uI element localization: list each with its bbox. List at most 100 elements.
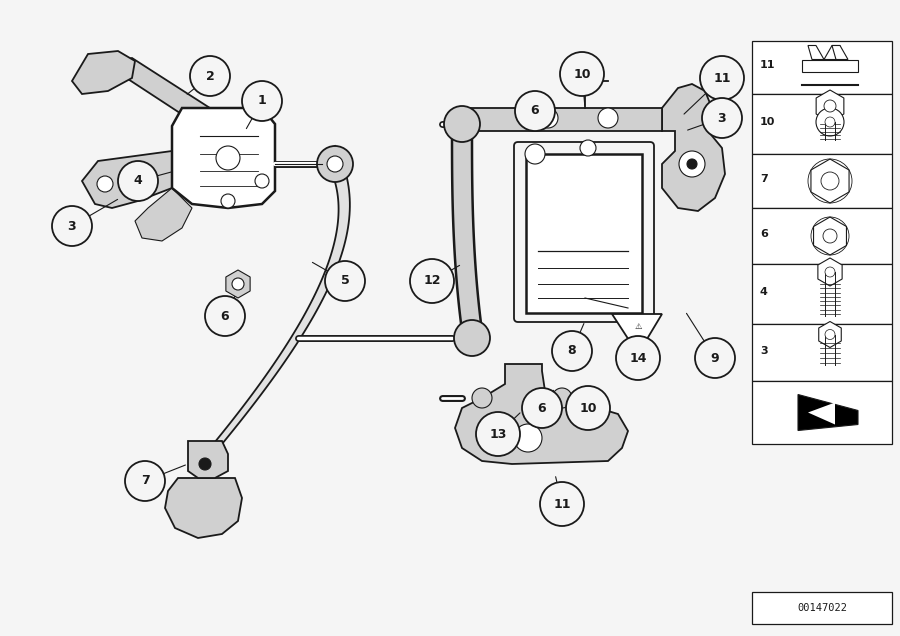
Text: 14: 14 (629, 352, 647, 364)
Circle shape (242, 81, 282, 121)
Polygon shape (72, 51, 135, 94)
Circle shape (580, 140, 596, 156)
Polygon shape (811, 159, 849, 203)
Circle shape (199, 458, 211, 470)
Text: 4: 4 (760, 287, 768, 297)
Circle shape (410, 259, 454, 303)
Circle shape (825, 117, 835, 127)
Circle shape (538, 108, 558, 128)
Circle shape (687, 159, 697, 169)
Circle shape (825, 267, 835, 277)
Circle shape (317, 146, 353, 182)
Polygon shape (808, 403, 835, 424)
FancyBboxPatch shape (526, 154, 642, 313)
Polygon shape (188, 441, 228, 478)
Bar (752, 381, 892, 444)
Circle shape (97, 176, 113, 192)
Polygon shape (135, 188, 192, 241)
Polygon shape (819, 322, 842, 347)
Bar (752, 592, 892, 624)
Circle shape (125, 461, 165, 501)
Circle shape (327, 156, 343, 172)
Polygon shape (462, 108, 662, 131)
Circle shape (598, 108, 618, 128)
Circle shape (221, 194, 235, 208)
Polygon shape (816, 90, 844, 122)
Text: 7: 7 (140, 474, 149, 488)
Polygon shape (105, 58, 238, 134)
Circle shape (118, 161, 158, 201)
Text: 6: 6 (760, 229, 768, 239)
Circle shape (325, 261, 365, 301)
Text: 3: 3 (68, 219, 76, 233)
Circle shape (255, 174, 269, 188)
Text: 3: 3 (717, 111, 726, 125)
Text: 3: 3 (760, 345, 768, 356)
Bar (752, 94, 892, 154)
Bar (752, 208, 892, 264)
Circle shape (205, 296, 245, 336)
Text: 2: 2 (205, 69, 214, 83)
Polygon shape (455, 364, 628, 464)
Circle shape (552, 331, 592, 371)
Polygon shape (832, 46, 848, 60)
Circle shape (52, 206, 92, 246)
Polygon shape (818, 258, 842, 286)
Circle shape (679, 151, 705, 177)
Circle shape (824, 100, 836, 112)
Circle shape (190, 56, 230, 96)
Text: 6: 6 (537, 401, 546, 415)
Circle shape (823, 229, 837, 243)
Text: ⚠: ⚠ (634, 322, 642, 331)
Text: 13: 13 (490, 427, 507, 441)
Text: 9: 9 (711, 352, 719, 364)
Circle shape (700, 56, 744, 100)
Text: 7: 7 (760, 174, 768, 184)
Circle shape (825, 329, 835, 340)
Circle shape (702, 98, 742, 138)
Bar (752, 154, 892, 208)
Polygon shape (205, 146, 350, 454)
Text: 5: 5 (340, 275, 349, 287)
Text: 12: 12 (423, 275, 441, 287)
Circle shape (525, 144, 545, 164)
Polygon shape (165, 478, 242, 538)
Text: 8: 8 (568, 345, 576, 357)
Text: 4: 4 (133, 174, 142, 188)
Circle shape (472, 388, 492, 408)
Polygon shape (82, 151, 172, 208)
Bar (752, 41, 892, 94)
Circle shape (821, 172, 839, 190)
Circle shape (616, 336, 660, 380)
Bar (752, 264, 892, 324)
Circle shape (232, 278, 244, 290)
Polygon shape (808, 46, 824, 60)
Polygon shape (798, 394, 858, 431)
Bar (752, 324, 892, 381)
Polygon shape (226, 270, 250, 298)
Text: 11: 11 (713, 71, 731, 85)
Circle shape (552, 388, 572, 408)
Polygon shape (452, 131, 482, 331)
Circle shape (540, 482, 584, 526)
Circle shape (444, 106, 480, 142)
Text: 10: 10 (760, 117, 776, 127)
Polygon shape (814, 217, 847, 255)
Circle shape (515, 91, 555, 131)
Circle shape (514, 424, 542, 452)
Circle shape (454, 320, 490, 356)
Polygon shape (612, 314, 662, 354)
Polygon shape (172, 108, 275, 208)
Text: 10: 10 (580, 401, 597, 415)
Circle shape (695, 338, 735, 378)
Circle shape (522, 388, 562, 428)
Circle shape (566, 386, 610, 430)
Circle shape (216, 146, 240, 170)
Circle shape (476, 412, 520, 456)
Circle shape (816, 108, 844, 136)
Text: 11: 11 (554, 497, 571, 511)
Text: 00147022: 00147022 (797, 603, 847, 613)
Polygon shape (824, 46, 840, 60)
Polygon shape (802, 60, 858, 73)
Circle shape (560, 52, 604, 96)
